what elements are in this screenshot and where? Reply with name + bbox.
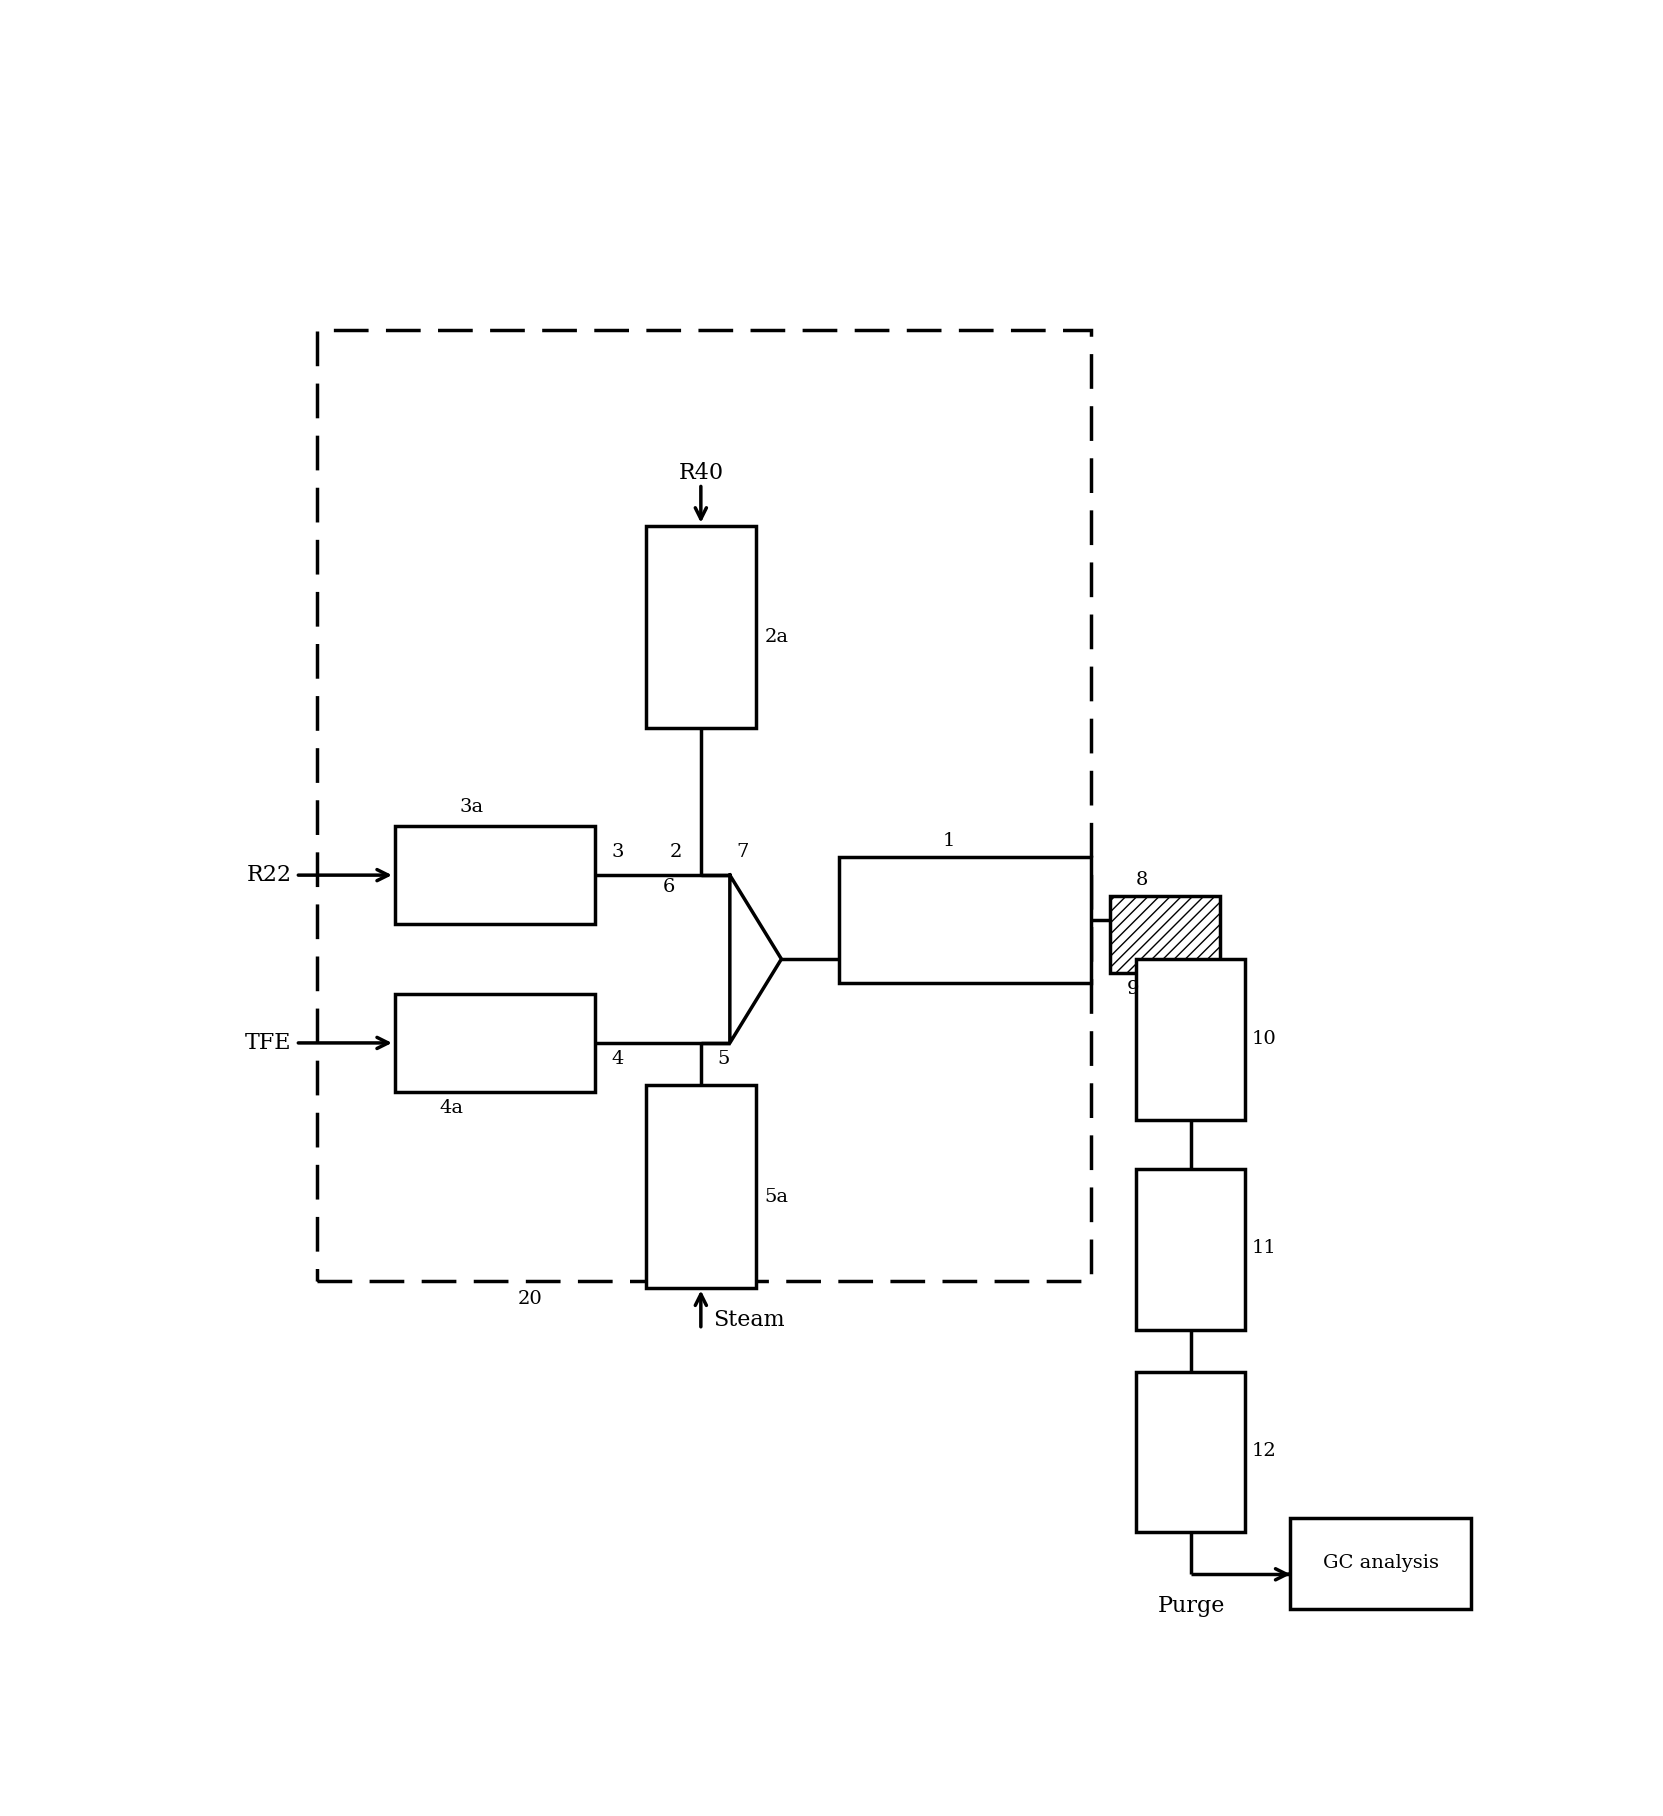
Text: 4: 4 bbox=[612, 1050, 624, 1068]
Bar bbox=[645, 1084, 755, 1288]
Bar bbox=[394, 826, 595, 924]
Bar bbox=[1136, 1170, 1246, 1329]
Text: 3: 3 bbox=[612, 843, 624, 861]
Text: 7: 7 bbox=[737, 843, 748, 861]
Text: 2a: 2a bbox=[765, 628, 788, 646]
Text: 10: 10 bbox=[1252, 1030, 1277, 1048]
Bar bbox=[645, 525, 755, 728]
Text: 1: 1 bbox=[943, 832, 955, 850]
Text: 5: 5 bbox=[717, 1050, 730, 1068]
Text: 20: 20 bbox=[517, 1291, 542, 1309]
Text: 11: 11 bbox=[1252, 1240, 1277, 1257]
Text: Purge: Purge bbox=[1157, 1594, 1226, 1618]
Text: TFE: TFE bbox=[244, 1031, 291, 1053]
Text: GC analysis: GC analysis bbox=[1322, 1554, 1438, 1573]
Text: R22: R22 bbox=[246, 864, 291, 886]
Text: 12: 12 bbox=[1252, 1442, 1277, 1460]
Bar bbox=[318, 331, 1091, 1280]
Polygon shape bbox=[730, 875, 782, 1042]
Text: Steam: Steam bbox=[713, 1309, 785, 1331]
Bar bbox=[1111, 895, 1219, 973]
Text: R40: R40 bbox=[679, 461, 723, 483]
Bar bbox=[840, 857, 1091, 982]
Text: 6: 6 bbox=[664, 877, 675, 895]
Text: 9: 9 bbox=[1128, 981, 1139, 999]
Text: 8: 8 bbox=[1136, 872, 1147, 890]
Text: 5a: 5a bbox=[765, 1188, 788, 1206]
Text: 2: 2 bbox=[669, 843, 682, 861]
Bar bbox=[1136, 959, 1246, 1120]
Text: 3a: 3a bbox=[459, 799, 484, 817]
Text: 4a: 4a bbox=[439, 1099, 464, 1117]
Bar bbox=[394, 993, 595, 1091]
Bar bbox=[1290, 1518, 1472, 1609]
Bar bbox=[1136, 1371, 1246, 1533]
